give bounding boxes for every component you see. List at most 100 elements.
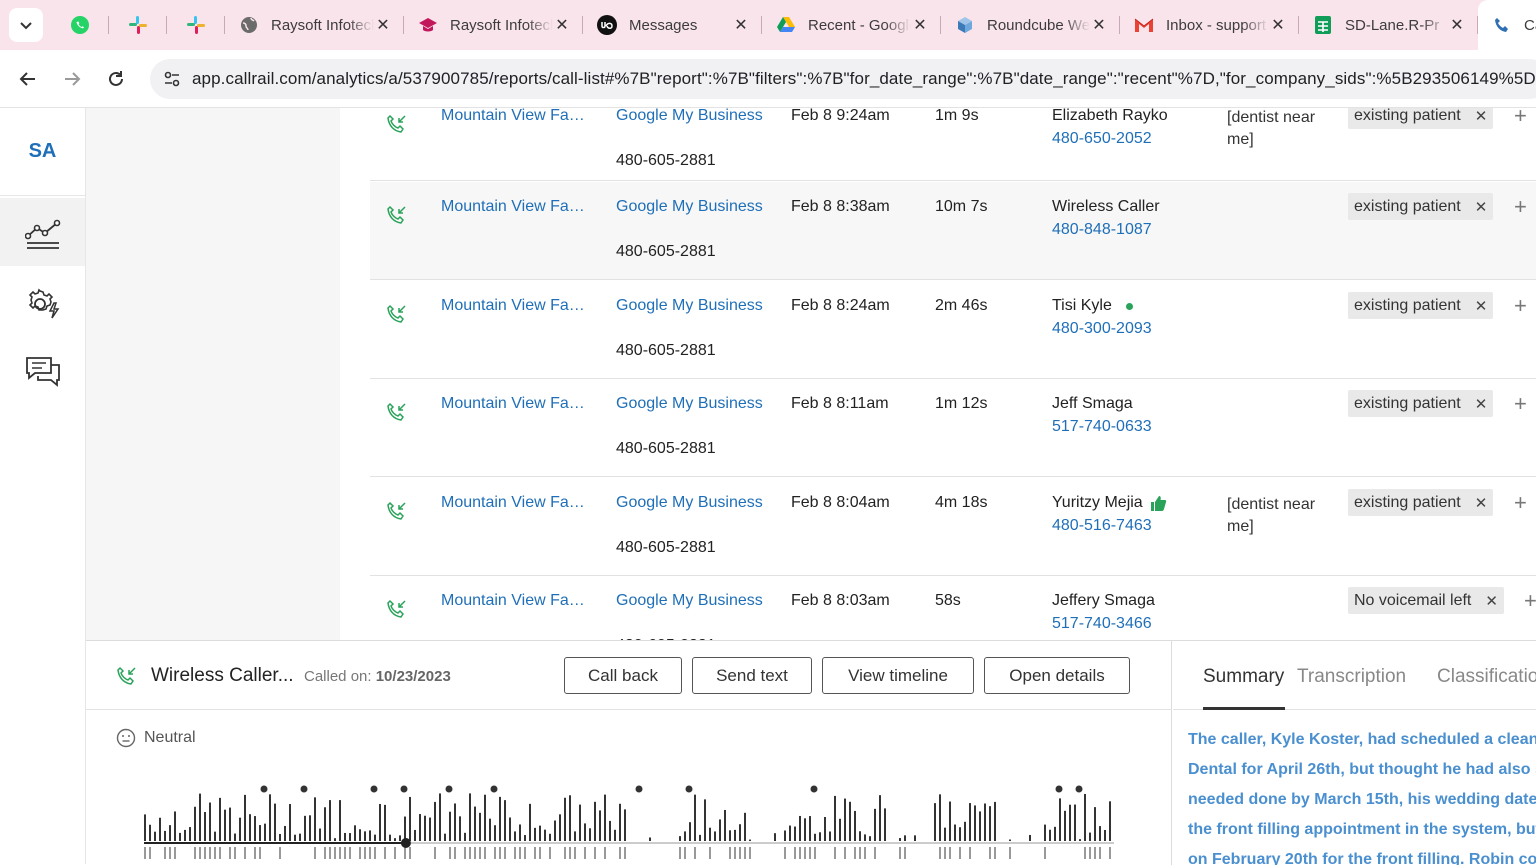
browser-tab[interactable]: Raysoft Infotech ✕ — [225, 0, 404, 50]
caller-phone-link[interactable]: 480-300-2093 — [1052, 320, 1152, 337]
speaker-bar — [479, 847, 481, 859]
browser-tab[interactable]: Inbox - support ✕ — [1120, 0, 1299, 50]
browser-tab[interactable]: Messages ✕ — [583, 0, 762, 50]
waveform-bar — [964, 821, 966, 841]
phone-icon — [1492, 15, 1512, 35]
send-text-button[interactable]: Send text — [692, 657, 812, 694]
company-link[interactable]: Mountain View Family Dental — [441, 297, 589, 314]
browser-tab-active[interactable]: Call — [1478, 0, 1536, 50]
table-row[interactable]: Mountain View Family Dental Google My Bu… — [370, 108, 1536, 181]
tab-classification[interactable]: Classification — [1437, 666, 1536, 687]
address-bar[interactable]: app.callrail.com/analytics/a/537900785/r… — [150, 59, 1536, 99]
speaker-bar — [494, 847, 496, 859]
close-tab-icon[interactable]: ✕ — [1092, 17, 1106, 34]
account-avatar[interactable]: SA — [0, 108, 85, 196]
waveform-bar — [974, 805, 976, 841]
caller-phone-link[interactable]: 480-516-7463 — [1052, 517, 1152, 534]
waveform-bar — [734, 829, 736, 841]
source-link[interactable]: Google My Business — [616, 494, 763, 511]
company-link[interactable]: Mountain View Family Dental — [441, 108, 589, 124]
caller-phone-link[interactable]: 517-740-3466 — [1052, 615, 1152, 632]
close-tab-icon[interactable]: ✕ — [1271, 17, 1285, 34]
view-timeline-button[interactable]: View timeline — [822, 657, 974, 694]
source-link[interactable]: Google My Business — [616, 108, 763, 124]
source-link[interactable]: Google My Business — [616, 297, 763, 314]
speaker-bar — [804, 847, 806, 859]
remove-tag-icon[interactable]: ✕ — [1474, 198, 1488, 216]
open-details-button[interactable]: Open details — [984, 657, 1130, 694]
sidebar-item-analytics[interactable] — [0, 198, 85, 266]
speaker-bar — [569, 847, 571, 859]
tab-transcription[interactable]: Transcription — [1297, 666, 1407, 687]
remove-tag-icon[interactable]: ✕ — [1474, 395, 1488, 413]
table-row[interactable]: Mountain View Family Dental Google My Bu… — [370, 478, 1536, 576]
browser-tab[interactable]: Recent - Google Drive ✕ — [762, 0, 941, 50]
add-tag-button[interactable]: + — [1514, 194, 1527, 219]
waveform-bar — [419, 814, 421, 841]
table-row[interactable]: Mountain View Family Dental Google My Bu… — [370, 281, 1536, 379]
add-tag-button[interactable]: + — [1514, 108, 1527, 128]
speaker-bar — [449, 847, 451, 859]
speaker-bar — [734, 847, 736, 859]
remove-tag-icon[interactable]: ✕ — [1485, 592, 1498, 610]
close-tab-icon[interactable]: ✕ — [734, 17, 748, 34]
tag-chip: existing patient ✕ — [1348, 390, 1494, 417]
caller-phone-link[interactable]: 480-848-1087 — [1052, 221, 1152, 238]
company-link[interactable]: Mountain View Family Dental — [441, 494, 589, 511]
conversations-icon — [25, 357, 60, 387]
tab-summary[interactable]: Summary — [1203, 666, 1285, 687]
table-row[interactable]: Mountain View Family Dental Google My Bu… — [370, 182, 1536, 280]
speaker-bar — [174, 847, 176, 859]
browser-tab[interactable]: Roundcube Webmail ✕ — [941, 0, 1120, 50]
source-link[interactable]: Google My Business — [616, 592, 763, 609]
source-link[interactable]: Google My Business — [616, 395, 763, 412]
waveform-bar — [849, 801, 851, 841]
sidebar-item-settings[interactable] — [0, 270, 85, 338]
add-tag-button[interactable]: + — [1514, 490, 1527, 515]
remove-tag-icon[interactable]: ✕ — [1474, 297, 1488, 315]
browser-tab[interactable]: SD-Lane.R-Pr ✕ — [1299, 0, 1478, 50]
table-row[interactable]: Mountain View Family Dental Google My Bu… — [370, 576, 1536, 640]
highlight-marker — [370, 785, 378, 793]
reload-button[interactable] — [98, 61, 134, 97]
speaker-bar — [464, 847, 466, 859]
pinned-tab-slack-2[interactable] — [167, 0, 225, 50]
waveform-bar — [484, 794, 486, 841]
add-tag-button[interactable]: + — [1514, 391, 1527, 416]
waveform-bar — [294, 834, 296, 841]
pinned-tab-slack-1[interactable] — [109, 0, 167, 50]
company-link[interactable]: Mountain View Family Dental — [441, 592, 589, 609]
close-tab-icon[interactable]: ✕ — [555, 17, 569, 34]
waveform-bar — [259, 825, 261, 841]
call-date: Feb 8 8:03am — [791, 592, 890, 609]
waveform-bar — [614, 829, 616, 841]
sidebar-item-conversations[interactable] — [0, 338, 85, 406]
call-back-button[interactable]: Call back — [564, 657, 682, 694]
caller-phone-link[interactable]: 517-740-0633 — [1052, 418, 1152, 435]
waveform-bar — [939, 794, 941, 841]
audio-waveform[interactable] — [144, 781, 1114, 865]
back-button[interactable] — [10, 61, 46, 97]
speaker-bar — [899, 847, 901, 859]
forward-button[interactable] — [54, 61, 90, 97]
company-link[interactable]: Mountain View Family Dental — [441, 395, 589, 412]
close-tab-icon[interactable]: ✕ — [1450, 17, 1464, 34]
add-tag-button[interactable]: + — [1514, 293, 1527, 318]
waveform-bar — [869, 836, 871, 841]
source-link[interactable]: Google My Business — [616, 198, 763, 215]
close-tab-icon[interactable]: ✕ — [913, 17, 927, 34]
company-link[interactable]: Mountain View Family Dental — [441, 198, 589, 215]
remove-tag-icon[interactable]: ✕ — [1474, 108, 1488, 125]
browser-tab[interactable]: Raysoft Infotech ✕ — [404, 0, 583, 50]
tab-search-button[interactable] — [9, 8, 43, 42]
tracking-number: 480-605-2881 — [616, 637, 716, 640]
table-row[interactable]: Mountain View Family Dental Google My Bu… — [370, 379, 1536, 477]
caller-phone-link[interactable]: 480-650-2052 — [1052, 130, 1152, 147]
pinned-tab-whatsapp[interactable] — [51, 0, 109, 50]
add-tag-button[interactable]: + — [1524, 588, 1536, 613]
keyword: [dentist near me] — [1227, 496, 1316, 535]
close-tab-icon[interactable]: ✕ — [376, 17, 390, 34]
remove-tag-icon[interactable]: ✕ — [1474, 494, 1488, 512]
waveform-bar — [1084, 793, 1086, 841]
site-info-icon[interactable] — [152, 59, 192, 99]
